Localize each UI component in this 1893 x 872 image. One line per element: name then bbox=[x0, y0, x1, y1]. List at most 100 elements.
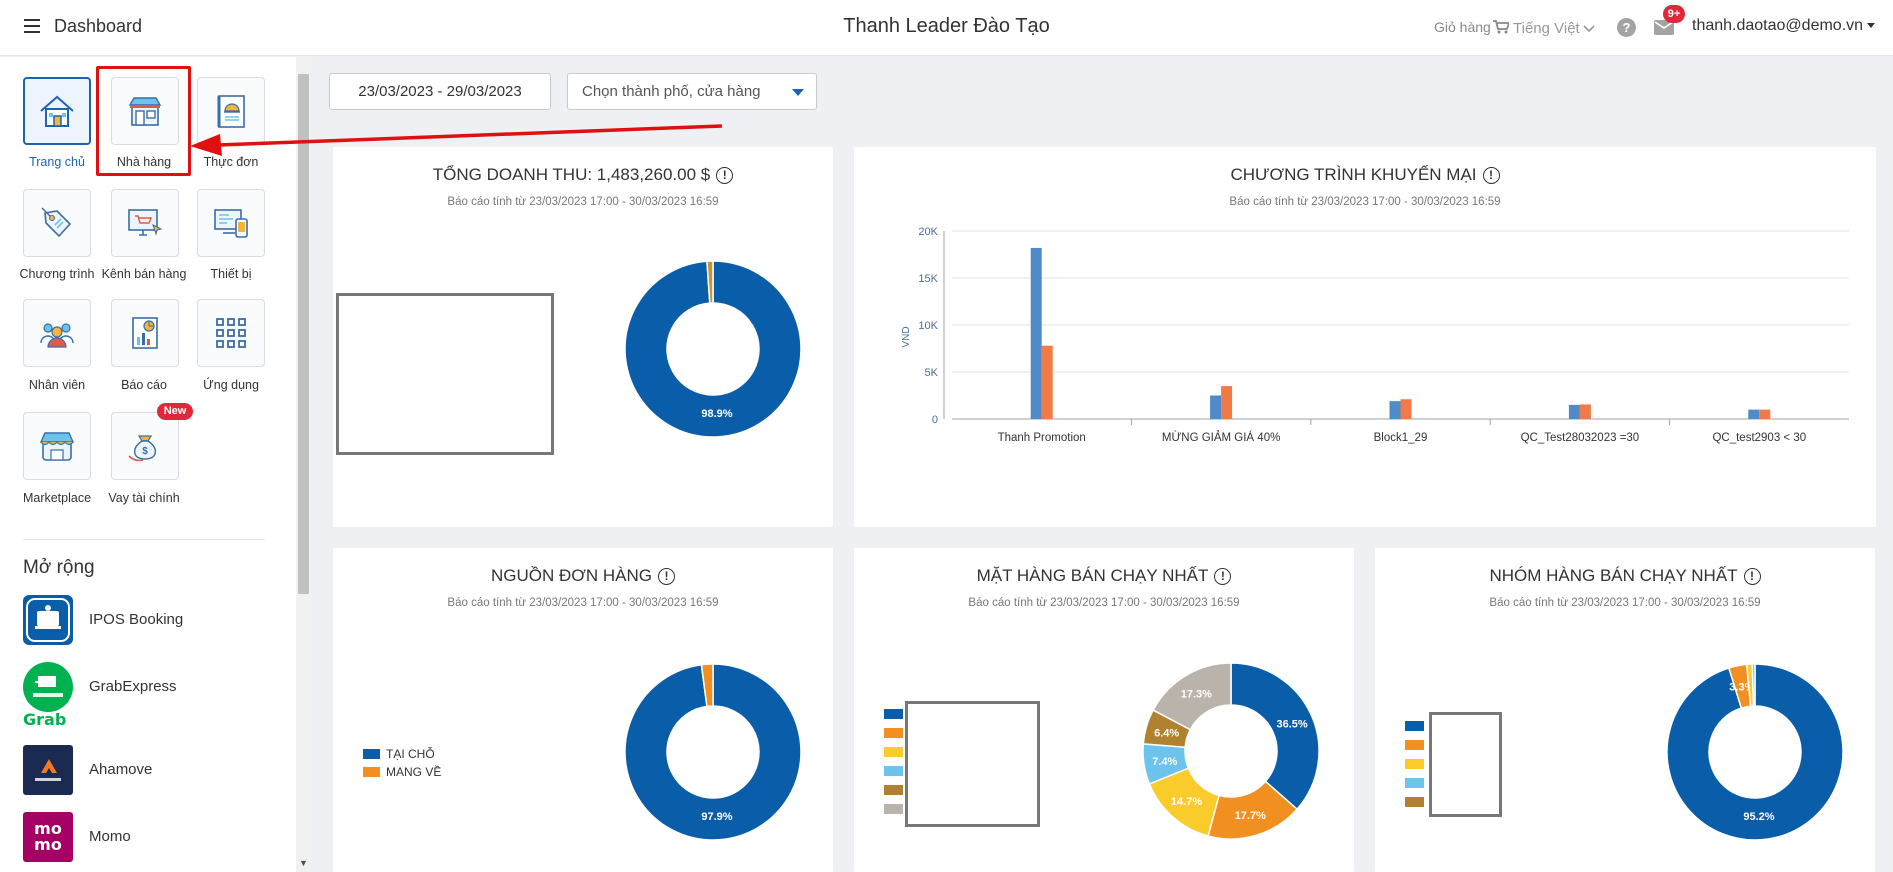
sidebar-tile-staff[interactable] bbox=[23, 299, 91, 367]
bar[interactable] bbox=[1568, 404, 1580, 419]
revenue-donut-chart: 98.9% bbox=[624, 260, 802, 438]
price-tag-icon bbox=[41, 207, 72, 238]
legend-swatch bbox=[1405, 797, 1424, 807]
mail-icon[interactable] bbox=[1654, 20, 1674, 35]
sidebar-tile-label: Chương trình bbox=[19, 267, 95, 281]
pie-slice[interactable] bbox=[700, 663, 714, 708]
sidebar-tile-restaurant[interactable] bbox=[111, 77, 179, 145]
legend-item[interactable]: TẠI CHỖ bbox=[363, 747, 435, 761]
pie-slice[interactable] bbox=[624, 663, 802, 841]
pie-slice[interactable] bbox=[1152, 662, 1232, 731]
momo-logo: mo mo bbox=[23, 812, 73, 862]
y-tick-label: 20K bbox=[918, 226, 938, 238]
bar[interactable] bbox=[1579, 404, 1591, 419]
x-tick-label: Thanh Promotion bbox=[998, 432, 1086, 444]
scroll-down-arrow-icon[interactable]: ▼ bbox=[299, 858, 308, 868]
user-menu[interactable]: thanh.daotao@demo.vn bbox=[1692, 17, 1876, 35]
pie-slice[interactable] bbox=[1666, 663, 1844, 841]
bar[interactable] bbox=[1748, 409, 1760, 419]
card-title-text: NHÓM HÀNG BÁN CHẠY NHẤT bbox=[1489, 566, 1738, 585]
language-selector[interactable]: Tiếng Việt bbox=[1513, 20, 1595, 37]
cart-icon bbox=[1492, 20, 1509, 34]
data-label: 98.9% bbox=[701, 408, 732, 420]
card-subtitle: Báo cáo tính từ 23/03/2023 17:00 - 30/03… bbox=[1489, 597, 1761, 609]
date-range-input[interactable]: 23/03/2023 - 29/03/2023 bbox=[329, 73, 551, 110]
legend-swatch bbox=[363, 767, 380, 777]
bar[interactable] bbox=[1389, 401, 1401, 419]
legend-swatch bbox=[884, 766, 903, 776]
staff-icon bbox=[40, 323, 74, 348]
bar[interactable] bbox=[1210, 395, 1222, 420]
sidebar-tile-apps[interactable] bbox=[197, 299, 265, 367]
legend-swatch bbox=[1405, 721, 1424, 731]
org-title-wrap: Thanh Leader Đào Tạo bbox=[0, 15, 1893, 38]
page-title: Dashboard bbox=[54, 16, 143, 36]
cart-label: Giỏ hàng bbox=[1434, 19, 1491, 35]
bar[interactable] bbox=[1041, 345, 1053, 419]
apps-grid-icon bbox=[216, 318, 246, 348]
sidebar-tile-sales-channel[interactable] bbox=[111, 189, 179, 257]
sidebar-tile-label: Vay tài chính bbox=[108, 491, 180, 505]
extension-name: Momo bbox=[89, 828, 131, 845]
card-title: CHƯƠNG TRÌNH KHUYẾN MẠI! bbox=[854, 165, 1876, 185]
top-items-donut-chart: 36.5% 17.7% 14.7% 7.4% 6.4% 17.3% bbox=[1142, 662, 1320, 840]
info-icon[interactable]: ! bbox=[1482, 167, 1500, 184]
extension-name: GrabExpress bbox=[89, 678, 177, 695]
pie-slice[interactable] bbox=[706, 260, 714, 304]
grabexpress-logo bbox=[23, 662, 73, 712]
svg-text:mo: mo bbox=[34, 835, 62, 854]
bar[interactable] bbox=[1030, 247, 1042, 419]
card-promotions: CHƯƠNG TRÌNH KHUYẾN MẠI! Báo cáo tính từ… bbox=[854, 147, 1876, 527]
pie-slice[interactable] bbox=[624, 260, 802, 438]
x-tick-label: Block1_29 bbox=[1374, 432, 1428, 444]
devices-icon bbox=[214, 209, 248, 238]
order-source-donut-chart: 97.9% bbox=[624, 663, 802, 841]
hamburger-menu-icon[interactable] bbox=[24, 19, 40, 33]
card-subtitle: Báo cáo tính từ 23/03/2023 17:00 - 30/03… bbox=[1229, 196, 1501, 208]
legend-item[interactable]: MANG VỀ bbox=[363, 765, 441, 779]
legend-swatch bbox=[884, 709, 903, 719]
extensions-title: Mở rộng bbox=[23, 557, 95, 578]
pie-slice[interactable] bbox=[1751, 663, 1756, 707]
bar[interactable] bbox=[1221, 386, 1233, 419]
ipos-booking-logo bbox=[23, 595, 73, 645]
info-icon[interactable]: ! bbox=[1214, 568, 1232, 585]
marketplace-icon bbox=[39, 432, 75, 461]
info-icon[interactable]: ! bbox=[657, 568, 675, 585]
sidebar-tile-programs[interactable] bbox=[23, 189, 91, 257]
notification-badge: 9+ bbox=[1663, 5, 1685, 23]
info-icon[interactable]: ! bbox=[1743, 568, 1761, 585]
menu-book-icon bbox=[217, 95, 245, 128]
card-title-text: NGUỒN ĐƠN HÀNG bbox=[491, 566, 652, 585]
help-icon[interactable]: ? bbox=[1617, 18, 1636, 37]
sidebar-tile-devices[interactable] bbox=[197, 189, 265, 257]
bar[interactable] bbox=[1759, 409, 1771, 419]
sidebar-tile-loan[interactable]: $ bbox=[111, 412, 179, 480]
legend-swatch bbox=[884, 785, 903, 795]
data-label: 95.2% bbox=[1743, 811, 1774, 823]
info-icon[interactable]: ! bbox=[716, 167, 734, 184]
sidebar-tile-label: Trang chủ bbox=[29, 155, 85, 169]
user-email: thanh.daotao@demo.vn bbox=[1692, 17, 1864, 34]
sidebar-tile-label: Thiết bị bbox=[210, 267, 252, 281]
y-tick-label: 5K bbox=[925, 367, 939, 379]
legend-placeholder-box bbox=[1429, 712, 1502, 817]
cart-link[interactable]: Giỏ hàng bbox=[1434, 19, 1509, 35]
legend-swatch bbox=[1405, 778, 1424, 788]
card-total-revenue: TỔNG DOANH THU: 1,483,260.00 $! Báo cáo … bbox=[333, 147, 833, 527]
sidebar-scroll-thumb[interactable] bbox=[298, 74, 309, 594]
loan-money-icon: $ bbox=[128, 435, 157, 462]
city-store-select[interactable]: Chọn thành phố, cửa hàng bbox=[567, 73, 817, 110]
pie-slice[interactable] bbox=[1230, 662, 1320, 811]
legend-swatch bbox=[1405, 740, 1424, 750]
sidebar-tile-menu[interactable] bbox=[197, 77, 265, 145]
sidebar-tile-marketplace[interactable] bbox=[23, 412, 91, 480]
sidebar-tile-home[interactable] bbox=[23, 77, 91, 145]
bar[interactable] bbox=[1400, 399, 1412, 419]
sidebar-tile-label: Marketplace bbox=[22, 491, 92, 505]
card-title-text: CHƯƠNG TRÌNH KHUYẾN MẠI bbox=[1230, 165, 1477, 184]
sidebar-tile-reports[interactable] bbox=[111, 299, 179, 367]
data-label: 7.4% bbox=[1152, 756, 1177, 768]
top-bar: Dashboard Thanh Leader Đào Tạo Giỏ hàng … bbox=[0, 0, 1893, 56]
legend-swatch bbox=[884, 728, 903, 738]
